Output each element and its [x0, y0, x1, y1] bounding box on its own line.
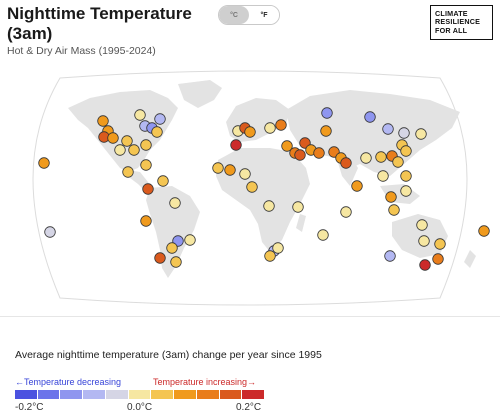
page-subtitle: Hot & Dry Air Mass (1995-2024) [7, 45, 156, 57]
station-marker[interactable] [134, 109, 146, 121]
station-marker[interactable] [382, 123, 394, 135]
color-scale-swatch [60, 390, 83, 399]
station-marker[interactable] [230, 139, 242, 151]
station-marker[interactable] [212, 162, 224, 174]
station-marker[interactable] [224, 164, 236, 176]
station-marker[interactable] [281, 140, 293, 152]
station-marker[interactable] [184, 234, 196, 246]
station-marker[interactable] [321, 107, 333, 119]
station-marker[interactable] [340, 206, 352, 218]
station-marker[interactable] [157, 175, 169, 187]
color-scale-swatch [242, 390, 265, 399]
station-marker[interactable] [392, 156, 404, 168]
station-marker[interactable] [400, 170, 412, 182]
color-scale-swatch [196, 390, 219, 399]
color-scale-swatch [105, 390, 128, 399]
station-marker[interactable] [418, 235, 430, 247]
station-marker[interactable] [142, 183, 154, 195]
station-marker[interactable] [377, 170, 389, 182]
temperature-decreasing-label: ←Temperature decreasing [15, 377, 122, 387]
unit-toggle[interactable]: °C °F [218, 5, 280, 25]
station-marker[interactable] [166, 242, 178, 254]
station-marker[interactable] [38, 157, 50, 169]
station-marker[interactable] [416, 219, 428, 231]
station-marker[interactable] [275, 119, 287, 131]
climate-resilience-logo: CLIMATE RESILIENCE FOR ALL [430, 5, 493, 40]
station-marker[interactable] [294, 149, 306, 161]
station-marker[interactable] [140, 215, 152, 227]
station-marker[interactable] [292, 201, 304, 213]
logo-line: RESILIENCE [435, 17, 481, 27]
station-marker[interactable] [140, 139, 152, 151]
station-marker[interactable] [264, 250, 276, 262]
station-marker[interactable] [388, 204, 400, 216]
logo-line: CLIMATE [435, 8, 468, 18]
station-marker[interactable] [313, 147, 325, 159]
station-marker[interactable] [169, 197, 181, 209]
world-map[interactable] [0, 66, 500, 310]
station-marker[interactable] [360, 152, 372, 164]
station-marker[interactable] [246, 181, 258, 193]
madagascar-shape [296, 214, 306, 232]
color-scale-swatch [174, 390, 196, 399]
station-marker[interactable] [107, 132, 119, 144]
tick-label-min: -0.2°C [15, 402, 44, 413]
tick-label-max: 0.2°C [236, 402, 262, 413]
color-scale-swatch [15, 390, 37, 399]
color-scale-swatch [219, 390, 242, 399]
station-marker[interactable] [385, 191, 397, 203]
station-marker[interactable] [170, 256, 182, 268]
station-marker[interactable] [140, 159, 152, 171]
tick-label-mid: 0.0°C [127, 402, 153, 413]
station-marker[interactable] [317, 229, 329, 241]
station-marker[interactable] [400, 185, 412, 197]
station-dots [38, 107, 490, 271]
color-scale-swatch [128, 390, 151, 399]
station-marker[interactable] [415, 128, 427, 140]
station-marker[interactable] [114, 144, 126, 156]
station-marker[interactable] [97, 115, 109, 127]
greenland-shape [178, 80, 222, 108]
station-marker[interactable] [264, 122, 276, 134]
south-america-shape [146, 186, 200, 278]
station-marker[interactable] [419, 259, 431, 271]
station-marker[interactable] [434, 238, 446, 250]
station-marker[interactable] [244, 126, 256, 138]
station-marker[interactable] [340, 157, 352, 169]
station-marker[interactable] [375, 151, 387, 163]
new-zealand-shape [464, 250, 476, 268]
station-marker[interactable] [154, 252, 166, 264]
section-divider [0, 316, 500, 317]
logo-line: FOR ALL [435, 25, 468, 35]
station-marker[interactable] [272, 242, 284, 254]
station-marker[interactable] [320, 125, 332, 137]
north-america-shape [68, 90, 178, 172]
station-marker[interactable] [154, 113, 166, 125]
color-scale [15, 390, 265, 399]
page-title: Nighttime Temperature (3am) [7, 4, 192, 43]
world-map-svg [32, 70, 490, 306]
station-marker[interactable] [121, 135, 133, 147]
station-marker[interactable] [364, 111, 376, 123]
color-scale-swatch [37, 390, 60, 399]
station-marker[interactable] [263, 200, 275, 212]
station-marker[interactable] [432, 253, 444, 265]
legend-title: Average nighttime temperature (3am) chan… [15, 349, 322, 361]
station-marker[interactable] [478, 225, 490, 237]
station-marker[interactable] [122, 166, 134, 178]
station-marker[interactable] [239, 168, 251, 180]
unit-fahrenheit-button[interactable]: °F [249, 6, 279, 24]
australia-shape [392, 214, 448, 258]
color-scale-swatch [151, 390, 174, 399]
station-marker[interactable] [384, 250, 396, 262]
station-marker[interactable] [400, 145, 412, 157]
temperature-increasing-label: Temperature increasing→ [153, 377, 257, 387]
color-scale-swatch [83, 390, 105, 399]
station-marker[interactable] [44, 226, 56, 238]
station-marker[interactable] [151, 126, 163, 138]
station-marker[interactable] [351, 180, 363, 192]
station-marker[interactable] [128, 144, 140, 156]
station-marker[interactable] [398, 127, 410, 139]
unit-celsius-button[interactable]: °C [219, 6, 249, 24]
